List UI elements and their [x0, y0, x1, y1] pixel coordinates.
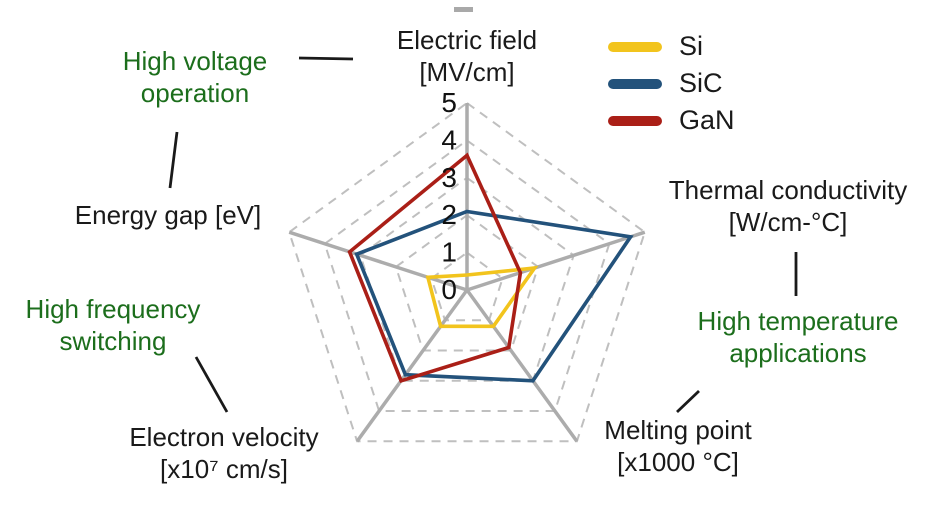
tick-label-2: 2	[441, 199, 457, 230]
axis-label-thermal-conductivity: Thermal conductivity [W/cm-°C]	[628, 174, 938, 238]
note-high-voltage-line1: High voltage	[122, 46, 268, 76]
arrow-electron-velocity-to-high-frequency	[194, 356, 229, 413]
grid-ring-level-3	[359, 176, 575, 382]
tick-label-0: 0	[441, 274, 457, 305]
axis-spoke-3	[355, 288, 469, 443]
arrow-energy-gap-to-high-voltage	[168, 131, 179, 189]
axis-label-electric-field-name: Electric field	[396, 25, 538, 55]
axis-label-electron-velocity: Electron velocity [x10⁷ cm/s]	[94, 421, 354, 485]
arrow-melting-point-to-high-temperature	[676, 389, 700, 414]
axis-label-thermal-conductivity-unit: [W/cm-°C]	[728, 207, 848, 237]
legend-label-si: Si	[679, 31, 704, 61]
axis-label-energy-gap-name: Energy gap [eV]	[74, 200, 262, 230]
tick-label-5: 5	[441, 87, 457, 118]
grid-ring-level-1	[430, 251, 504, 322]
legend-swatch-gan	[608, 115, 662, 126]
note-high-temperature-applications: High temperature applications	[652, 305, 938, 369]
axis-spoke-2	[465, 288, 579, 443]
top-edge-artifact-mark	[454, 7, 473, 12]
axis-spoke-1	[466, 230, 646, 292]
note-high-frequency-line2: switching	[59, 326, 167, 356]
legend-swatch-sic	[608, 78, 662, 89]
legend-swatch-si	[608, 41, 662, 52]
legend-item-gan: GaN	[608, 102, 735, 139]
axis-label-melting-point-name: Melting point	[604, 415, 752, 445]
note-high-voltage-line2: operation	[140, 78, 250, 108]
grid-ring-level-5	[288, 101, 646, 443]
series-polygon-si	[425, 265, 539, 329]
note-high-temperature-line2: applications	[729, 338, 867, 368]
axis-label-electric-field-unit: [MV/cm]	[419, 57, 515, 87]
axis-label-thermal-conductivity-name: Thermal conductivity	[668, 175, 908, 205]
legend: Si SiC GaN	[608, 28, 735, 139]
note-high-frequency-switching: High frequency switching	[0, 293, 226, 357]
axis-label-electric-field: Electric field [MV/cm]	[347, 24, 587, 88]
arrow-electric-field-to-high-voltage	[298, 56, 354, 61]
note-high-voltage-operation: High voltage operation	[85, 45, 305, 109]
series-polygon-sic	[354, 209, 634, 383]
tick-label-4: 4	[441, 124, 457, 155]
series-polygon-gan	[347, 152, 523, 384]
axis-label-melting-point-unit: [x1000 °C]	[617, 447, 739, 477]
radar-grid	[288, 101, 646, 443]
legend-label-gan: GaN	[679, 105, 735, 135]
axis-label-energy-gap: Energy gap [eV]	[48, 199, 288, 231]
annotation-arrows	[168, 56, 798, 414]
legend-label-sic: SiC	[679, 68, 723, 98]
axis-label-electron-velocity-name: Electron velocity	[129, 422, 319, 452]
tick-label-3: 3	[441, 162, 457, 193]
axis-label-melting-point: Melting point [x1000 °C]	[558, 414, 798, 478]
radar-tick-labels: 0 1 2 3 4 5	[441, 87, 457, 305]
legend-item-sic: SiC	[608, 65, 735, 102]
axis-label-electron-velocity-unit: [x10⁷ cm/s]	[160, 454, 288, 484]
legend-item-si: Si	[608, 28, 735, 65]
note-high-frequency-line1: High frequency	[25, 294, 201, 324]
axis-spoke-4	[288, 230, 468, 292]
grid-ring-level-4	[323, 139, 611, 412]
note-high-temperature-line1: High temperature	[697, 306, 899, 336]
tick-label-1: 1	[441, 237, 457, 268]
radar-series	[347, 152, 634, 384]
